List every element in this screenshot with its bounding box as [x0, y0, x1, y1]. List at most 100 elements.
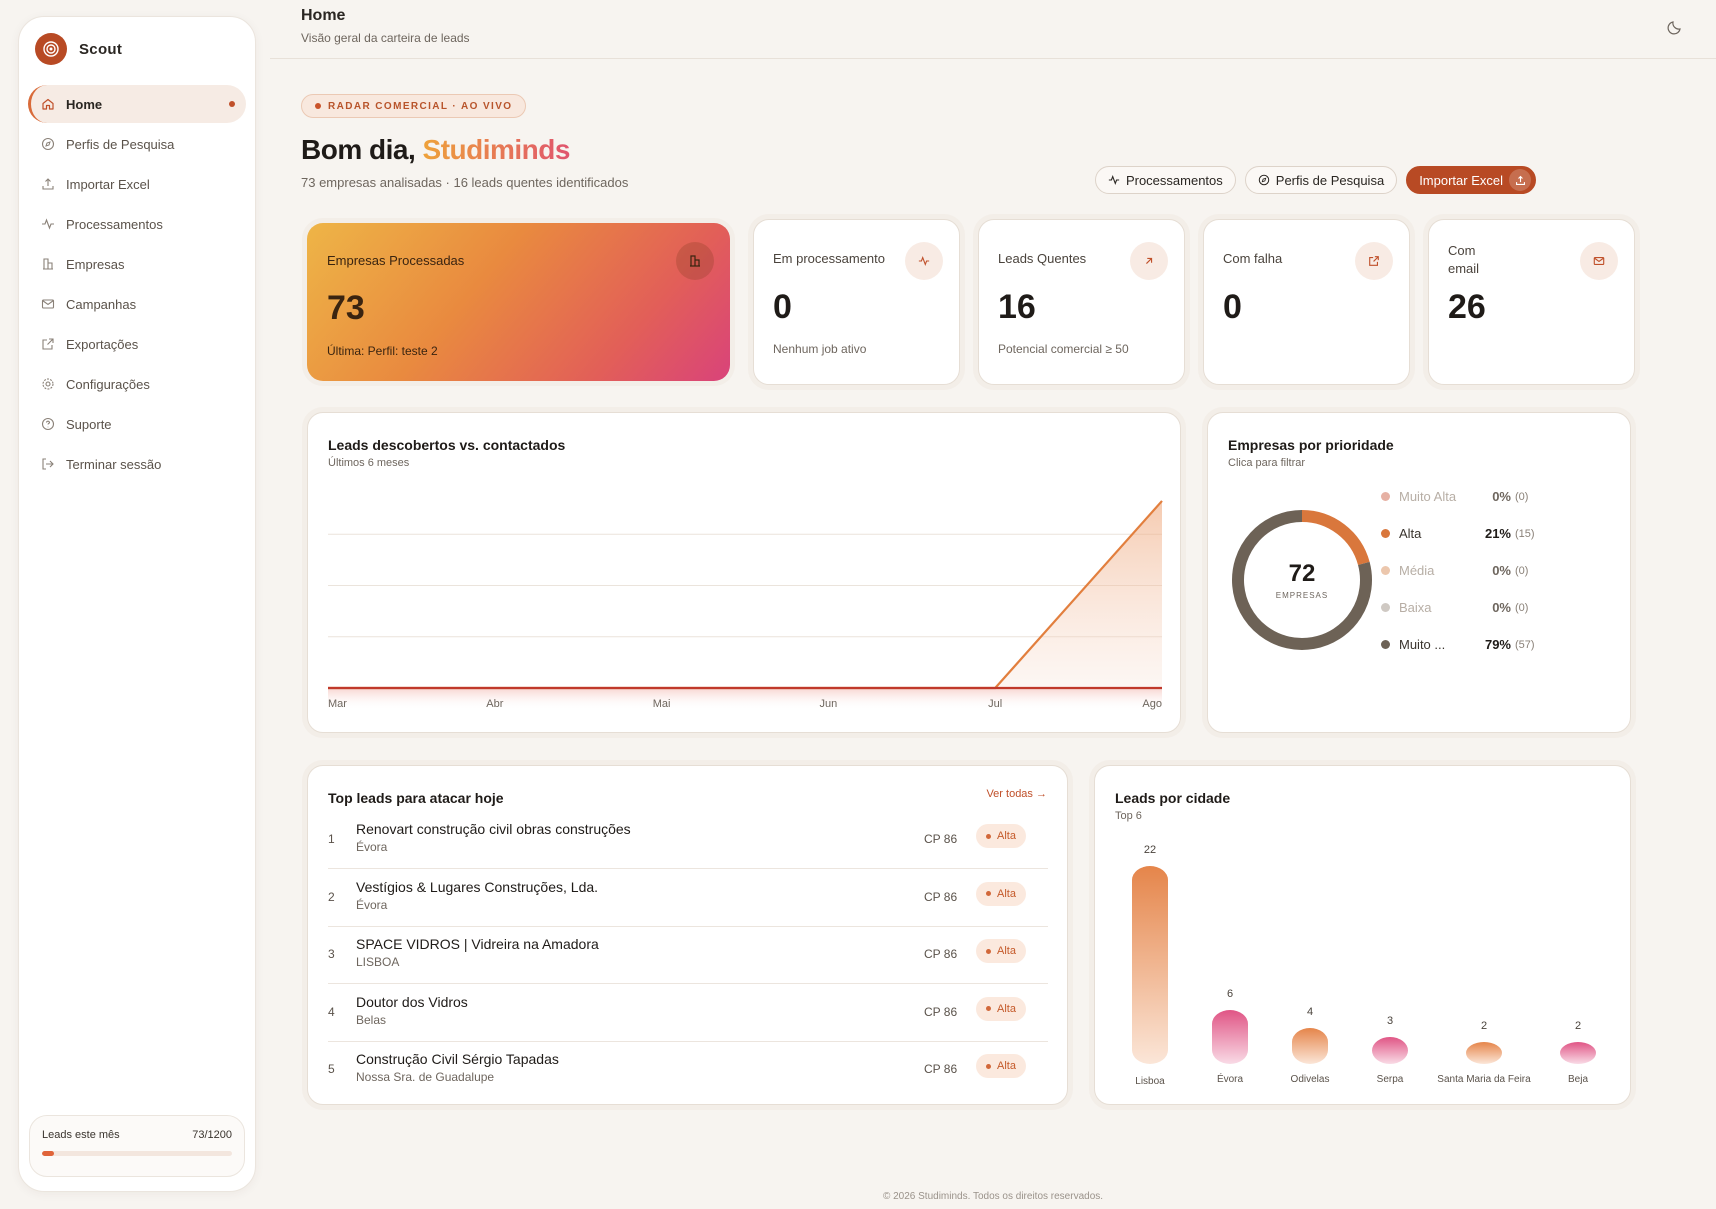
- legend-item[interactable]: Baixa 0% (0): [1381, 600, 1528, 615]
- live-badge-label: RADAR COMERCIAL · AO VIVO: [328, 100, 513, 112]
- legend-label: Média: [1399, 563, 1435, 578]
- sidebar-item-campanhas[interactable]: Campanhas: [28, 285, 246, 323]
- theme-toggle-button[interactable]: [1666, 18, 1686, 38]
- sidebar-item-processamentos[interactable]: Processamentos: [28, 205, 246, 243]
- stat-card-falha[interactable]: Com falha 0: [1203, 219, 1410, 385]
- legend-item[interactable]: Média 0% (0): [1381, 563, 1528, 578]
- greeting-user: Studiminds: [422, 134, 571, 165]
- bar-chart[interactable]: 22 Lisboa 6 Évora 4 Odivelas 3 Serpa 2 Santa Mari…: [1095, 766, 1632, 1106]
- sidebar: Scout Home Perfis de Pesquisa Importar E…: [18, 16, 256, 1192]
- bar-value-label: 3: [1387, 1015, 1393, 1027]
- building-icon: [43, 258, 53, 270]
- sidebar-item-label: Configurações: [66, 376, 150, 392]
- x-tick-label: Beja: [1568, 1074, 1588, 1085]
- stat-card-email[interactable]: Com email 26: [1428, 219, 1635, 385]
- perfis-button[interactable]: Perfis de Pesquisa: [1244, 166, 1398, 194]
- x-tick-label: Abr: [486, 698, 503, 710]
- legend-item[interactable]: Alta 21% (15): [1381, 526, 1535, 541]
- bar-2[interactable]: [1292, 1028, 1328, 1064]
- line-chart[interactable]: Mar Abr Mai Jun Jul Ago: [308, 413, 1182, 734]
- sidebar-item-label: Suporte: [66, 416, 112, 432]
- legend-label: Muito ...: [1399, 637, 1446, 652]
- lead-rank: 4: [328, 1004, 335, 1019]
- baseline-fade: [328, 688, 1162, 710]
- sidebar-item-suporte[interactable]: Suporte: [28, 405, 246, 443]
- table-row[interactable]: 3 SPACE VIDROS | Vidreira na Amadora LISBO…: [328, 927, 1048, 984]
- top-leads-list: 1 Renovart construção civil obras constru…: [308, 812, 1069, 1102]
- bar-value-label: 6: [1227, 988, 1233, 1000]
- bar-0[interactable]: [1132, 866, 1168, 1064]
- legend-pct: 21%: [1484, 526, 1511, 541]
- table-row[interactable]: 4 Doutor dos Vidros Belas CP 86 Alta: [328, 985, 1048, 1042]
- lead-score: CP 86: [924, 1004, 958, 1019]
- table-row[interactable]: 5 Construção Civil Sérgio Tapadas Nossa Sr…: [328, 1042, 1048, 1099]
- lead-name: SPACE VIDROS | Vidreira na Amadora: [356, 936, 599, 952]
- table-row[interactable]: 2 Vestígios & Lugares Construções, Lda. Év…: [328, 870, 1048, 927]
- priority-badge: Alta: [976, 996, 1026, 1021]
- legend-count: (0): [1515, 564, 1529, 577]
- sidebar-item-logout[interactable]: Terminar sessão: [28, 445, 246, 483]
- table-row[interactable]: 1 Renovart construção civil obras constru…: [328, 812, 1048, 869]
- priority-donut-chart[interactable]: [1227, 505, 1377, 655]
- leads-line-chart-card: Leads descobertos vs. contactados Último…: [307, 412, 1181, 733]
- arrow-up-right-icon: [1130, 242, 1168, 280]
- bar-value-label: 4: [1307, 1006, 1313, 1018]
- sidebar-item-home[interactable]: Home: [28, 85, 246, 123]
- donut-slice-muito-[interactable]: [1232, 510, 1372, 650]
- bar-5[interactable]: [1560, 1042, 1596, 1064]
- stat-label: Em processamento: [773, 251, 885, 266]
- stat-card-quentes[interactable]: Leads Quentes 16 Potencial comercial ≥ 5…: [978, 219, 1185, 385]
- stat-value: 0: [773, 288, 792, 326]
- sidebar-item-configuracoes[interactable]: Configurações: [28, 365, 246, 403]
- x-tick-label: Jul: [988, 698, 1002, 710]
- sidebar-item-label: Campanhas: [66, 296, 137, 312]
- sidebar-item-empresas[interactable]: Empresas: [28, 245, 246, 283]
- chart-subtitle: Clica para filtrar: [1228, 457, 1306, 469]
- compass-icon: [41, 137, 55, 151]
- donut-slice-alta[interactable]: [1301, 510, 1370, 566]
- activity-icon: [42, 218, 54, 230]
- page-subtitle: Visão geral da carteira de leads: [301, 31, 470, 45]
- stat-card-processadas[interactable]: Empresas Processadas 73 Última: Perfil: …: [307, 223, 730, 381]
- greeting: Bom dia, Studiminds: [301, 134, 570, 166]
- stat-label: Empresas Processadas: [327, 253, 465, 268]
- activity-icon: [1108, 174, 1120, 186]
- lead-city: LISBOA: [356, 955, 400, 969]
- app-name: Scout: [79, 40, 123, 58]
- lead-name: Vestígios & Lugares Construções, Lda.: [356, 878, 599, 895]
- stat-value: 73: [327, 289, 365, 327]
- sidebar-item-exportacoes[interactable]: Exportações: [28, 325, 246, 363]
- bar-4[interactable]: [1466, 1042, 1502, 1064]
- sidebar-item-label: Home: [66, 96, 103, 112]
- legend-dot: [1381, 566, 1390, 575]
- help-icon: [41, 417, 55, 431]
- series-area-discovered: [328, 500, 1162, 688]
- button-label: Processamentos: [1125, 172, 1223, 188]
- footer: © 2026 Studiminds. Todos os direitos res…: [882, 1191, 1104, 1202]
- mail-icon: [41, 299, 55, 309]
- legend-item[interactable]: Muito ... 79% (57): [1381, 637, 1535, 652]
- lead-rank: 5: [328, 1062, 335, 1076]
- chart-subtitle: Últimos 6 meses: [328, 457, 410, 469]
- import-excel-button[interactable]: Importar Excel: [1406, 166, 1536, 194]
- bar-1[interactable]: [1212, 1010, 1248, 1064]
- processamentos-button[interactable]: Processamentos: [1094, 166, 1236, 194]
- usage-value: 73/1200: [192, 1129, 232, 1141]
- top-leads-card: Top leads para atacar hoje Ver todas → 1…: [307, 765, 1068, 1105]
- button-label: Importar Excel: [1419, 172, 1503, 188]
- view-all-link[interactable]: Ver todas →: [986, 788, 1047, 800]
- stat-label: Com falha: [1223, 251, 1283, 266]
- legend-pct: 0%: [1492, 489, 1511, 504]
- stat-card-processamento[interactable]: Em processamento 0 Nenhum job ativo: [753, 219, 960, 385]
- bar-3[interactable]: [1372, 1037, 1408, 1064]
- sidebar-item-perfis[interactable]: Perfis de Pesquisa: [28, 125, 246, 163]
- sidebar-item-importar[interactable]: Importar Excel: [28, 165, 246, 203]
- logo[interactable]: Scout: [35, 33, 122, 65]
- stat-foot: Última: Perfil: teste 2: [327, 344, 438, 358]
- legend-dot: [1381, 640, 1390, 649]
- legend-count: (15): [1515, 527, 1535, 540]
- legend-item[interactable]: Muito Alta 0% (0): [1381, 489, 1528, 504]
- sidebar-item-label: Importar Excel: [66, 176, 150, 192]
- x-tick-label: Santa Maria da Feira: [1437, 1074, 1531, 1085]
- stat-foot: Potencial comercial ≥ 50: [998, 342, 1129, 356]
